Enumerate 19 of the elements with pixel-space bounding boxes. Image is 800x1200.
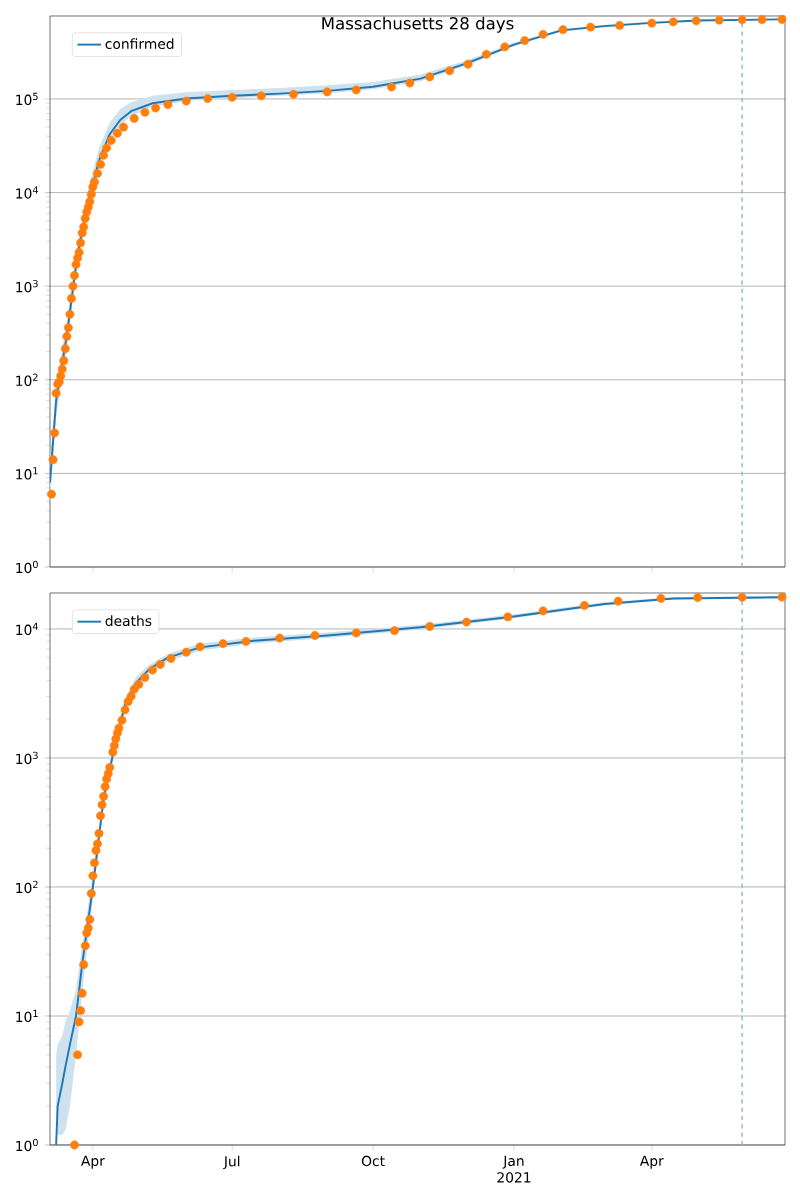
legend-label: confirmed (105, 38, 174, 50)
y-tick-label: 10$^{2}$ (16, 880, 38, 894)
y-tick-label: 10$^{1}$ (16, 1009, 38, 1023)
x-tick-label: Jan 2021 (497, 1155, 531, 1183)
x-tick-label: Apr (639, 1155, 664, 1169)
y-tick-label: 10$^{4}$ (16, 186, 38, 199)
y-tick-label: 10$^{0}$ (16, 560, 38, 574)
y-tick-label: 10$^{5}$ (16, 92, 38, 106)
y-tick-label: 10$^{3}$ (16, 751, 38, 765)
y-tick-label: 10$^{1}$ (16, 467, 38, 480)
x-tick-label: Oct (361, 1155, 385, 1167)
y-tick-label: 10$^{2}$ (16, 373, 38, 386)
x-tick-label: Apr (81, 1155, 105, 1169)
x-tick-label: Jul (223, 1155, 240, 1170)
chart-title: Massachusetts 28 days (322, 16, 514, 33)
legend-label: deaths (105, 615, 152, 627)
y-tick-label: 10$^{3}$ (16, 279, 38, 293)
y-tick-label: 10$^{0}$ (16, 1138, 38, 1152)
y-tick-label: 10$^{4}$ (16, 622, 38, 636)
